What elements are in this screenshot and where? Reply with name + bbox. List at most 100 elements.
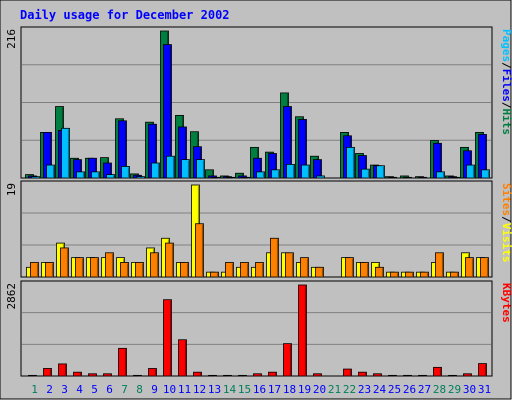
x-tick-label-7: 7: [121, 383, 128, 396]
bar-fill: [253, 373, 262, 377]
legend-separator: /: [500, 216, 512, 223]
bar-fill: [193, 371, 202, 377]
bar-fill: [433, 366, 442, 377]
bar-fill: [30, 262, 39, 278]
bar-pages-day-22: [346, 146, 355, 179]
bar-fill: [373, 373, 382, 377]
bar-pages-day-30: [466, 164, 475, 179]
bar-fill: [448, 374, 457, 377]
panel-legend: Sites/Visits: [500, 183, 512, 263]
bar-fill: [313, 373, 322, 377]
bar-kbytes-day-23: [358, 371, 367, 377]
x-tick-label-23: 23: [358, 383, 371, 396]
x-tick-label-2: 2: [46, 383, 53, 396]
bar-pages-day-24: [376, 165, 385, 179]
bar-fill: [90, 257, 99, 278]
x-tick-label-14: 14: [223, 383, 237, 396]
bar-fill: [360, 262, 369, 278]
bar-fill: [346, 146, 355, 179]
bar-fill: [301, 164, 310, 179]
bar-fill: [225, 262, 234, 278]
x-tick-label-19: 19: [298, 383, 311, 396]
bar-fill: [88, 373, 97, 377]
bar-kbytes-day-13: [208, 374, 217, 377]
x-tick-label-9: 9: [151, 383, 158, 396]
x-tick-label-12: 12: [193, 383, 206, 396]
bar-kbytes-day-1: [28, 374, 37, 377]
legend-sites: Sites: [500, 183, 512, 216]
bar-sites-day-17: [270, 237, 279, 278]
bar-fill: [28, 374, 37, 377]
bar-pages-day-1: [31, 176, 40, 179]
x-tick-label-15: 15: [238, 383, 251, 396]
legend-pages: Pages: [500, 29, 512, 62]
bar-fill: [208, 374, 217, 377]
bar-kbytes-day-19: [298, 284, 307, 377]
bar-fill: [283, 343, 292, 377]
bar-fill: [450, 271, 459, 278]
bar-fill: [436, 171, 445, 179]
bar-kbytes-day-28: [433, 366, 442, 377]
bar-sites-day-11: [180, 262, 189, 278]
bar-kbytes-day-31: [478, 363, 487, 377]
bar-files-day-26: [403, 176, 412, 179]
x-axis-labels: 1 2 3 4 5 6 7 8 9 10 11 12 13 14 15 16 17 18 19 20 21 22 23 24 2…: [31, 383, 491, 396]
bar-fill: [388, 176, 397, 179]
x-tick-label-30: 30: [463, 383, 476, 396]
bar-pages-day-13: [211, 176, 220, 179]
bar-kbytes-day-29: [448, 374, 457, 377]
bar-fill: [148, 368, 157, 377]
x-tick-label-17: 17: [268, 383, 281, 396]
bar-fill: [420, 271, 429, 278]
bar-kbytes-day-17: [268, 371, 277, 377]
legend-visits: Visits: [500, 223, 512, 263]
bar-fill: [286, 163, 295, 179]
bar-fill: [180, 262, 189, 278]
bar-kbytes-day-10: [163, 299, 172, 377]
legend-hits: Hits: [500, 109, 512, 136]
x-tick-label-26: 26: [403, 383, 416, 396]
bar-fill: [375, 266, 384, 278]
bar-kbytes-day-16: [253, 373, 262, 377]
legend-files: Files: [500, 69, 512, 102]
bar-fill: [343, 368, 352, 377]
bar-fill: [390, 271, 399, 278]
bar-fill: [61, 127, 70, 179]
bar-fill: [226, 176, 235, 179]
bar-fill: [478, 363, 487, 377]
bar-sites-day-3: [60, 247, 69, 278]
x-tick-label-6: 6: [106, 383, 113, 396]
bar-fill: [451, 176, 460, 179]
bar-sites-day-15: [240, 262, 249, 278]
x-tick-label-1: 1: [31, 383, 38, 396]
bar-fill: [315, 266, 324, 278]
x-tick-label-13: 13: [208, 383, 221, 396]
x-tick-label-18: 18: [283, 383, 296, 396]
bar-fill: [466, 164, 475, 179]
bar-kbytes-day-12: [193, 371, 202, 377]
bar-fill: [271, 169, 280, 179]
bar-sites-day-27: [420, 271, 429, 278]
bar-fill: [481, 169, 490, 179]
panel-kbytes: 2862 KBytes: [5, 280, 512, 377]
bar-kbytes-day-20: [313, 373, 322, 377]
bar-fill: [165, 242, 174, 278]
bar-sites-day-10: [165, 242, 174, 278]
bar-pages-day-15: [241, 176, 250, 179]
bar-pages-day-3: [61, 127, 70, 179]
panel-scale-max: 19: [5, 183, 18, 196]
bar-pages-day-6: [106, 174, 115, 179]
bar-fill: [166, 155, 175, 179]
bar-sites-day-25: [390, 271, 399, 278]
bar-sites-day-7: [120, 262, 129, 278]
x-tick-label-11: 11: [178, 383, 191, 396]
x-tick-label-29: 29: [448, 383, 461, 396]
x-tick-label-3: 3: [61, 383, 68, 396]
bar-fill: [241, 176, 250, 179]
bar-fill: [376, 165, 385, 179]
bar-pages-day-9: [151, 162, 160, 179]
bar-fill: [435, 252, 444, 278]
bar-fill: [76, 171, 85, 179]
bar-kbytes-day-11: [178, 339, 187, 377]
